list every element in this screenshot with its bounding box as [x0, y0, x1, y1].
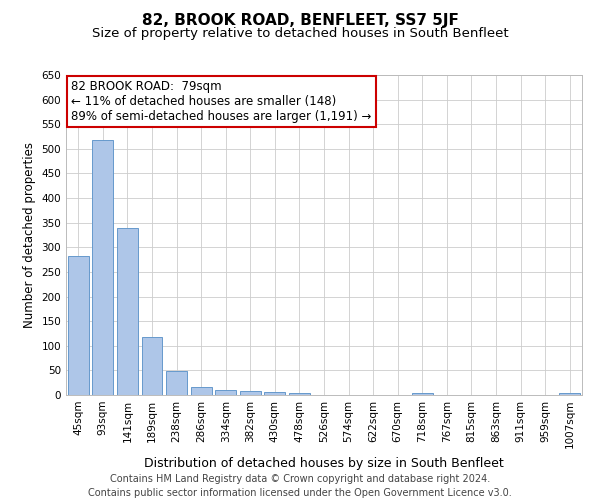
- Bar: [92, 140, 113, 395]
- Bar: [117, 228, 138, 395]
- Bar: [265, 392, 286, 395]
- Bar: [215, 390, 236, 395]
- X-axis label: Distribution of detached houses by size in South Benfleet: Distribution of detached houses by size …: [144, 456, 504, 469]
- Text: Contains HM Land Registry data © Crown copyright and database right 2024.
Contai: Contains HM Land Registry data © Crown c…: [88, 474, 512, 498]
- Bar: [559, 392, 580, 395]
- Text: Size of property relative to detached houses in South Benfleet: Size of property relative to detached ho…: [92, 28, 508, 40]
- Text: 82 BROOK ROAD:  79sqm
← 11% of detached houses are smaller (148)
89% of semi-det: 82 BROOK ROAD: 79sqm ← 11% of detached h…: [71, 80, 371, 123]
- Bar: [289, 392, 310, 395]
- Bar: [166, 372, 187, 395]
- Bar: [68, 256, 89, 395]
- Bar: [412, 392, 433, 395]
- Text: 82, BROOK ROAD, BENFLEET, SS7 5JF: 82, BROOK ROAD, BENFLEET, SS7 5JF: [142, 12, 458, 28]
- Bar: [240, 391, 261, 395]
- Bar: [191, 387, 212, 395]
- Y-axis label: Number of detached properties: Number of detached properties: [23, 142, 36, 328]
- Bar: [142, 337, 163, 395]
